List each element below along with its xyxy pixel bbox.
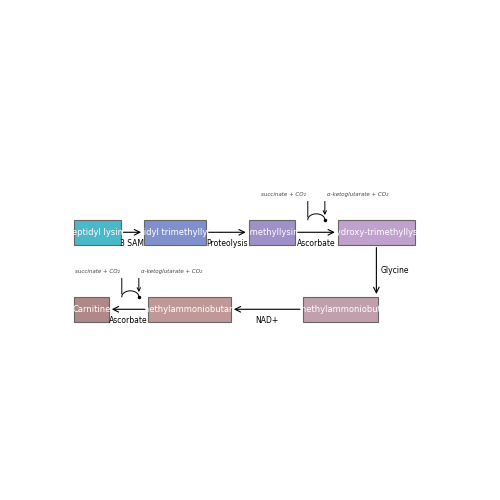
- Text: succinate + CO₂: succinate + CO₂: [75, 268, 120, 274]
- FancyBboxPatch shape: [338, 220, 415, 245]
- Text: Proteolysis: Proteolysis: [206, 239, 248, 248]
- Text: α-ketoglutarate + CO₂: α-ketoglutarate + CO₂: [141, 268, 202, 274]
- FancyBboxPatch shape: [74, 297, 109, 322]
- Text: Ascorbate: Ascorbate: [109, 316, 148, 325]
- Text: NAD+: NAD+: [256, 316, 278, 325]
- FancyBboxPatch shape: [74, 220, 120, 245]
- Text: Peptidyl lysine: Peptidyl lysine: [67, 228, 128, 237]
- Text: succinate + CO₂: succinate + CO₂: [261, 192, 306, 196]
- Text: 3-Hydroxy-trimethyllysine: 3-Hydroxy-trimethyllysine: [322, 228, 431, 237]
- FancyBboxPatch shape: [148, 297, 231, 322]
- FancyBboxPatch shape: [303, 297, 378, 322]
- Text: Peptidyl trimethyllysine: Peptidyl trimethyllysine: [125, 228, 225, 237]
- Text: Carnitine: Carnitine: [72, 305, 111, 314]
- FancyBboxPatch shape: [248, 220, 295, 245]
- FancyBboxPatch shape: [144, 220, 206, 245]
- Text: 4-Trimethylammoniobutanal: 4-Trimethylammoniobutanal: [282, 305, 400, 314]
- Text: 4-Trimethylammoniobutanoate: 4-Trimethylammoniobutanoate: [125, 305, 254, 314]
- Text: Trimethyllysine: Trimethyllysine: [240, 228, 304, 237]
- Text: 3 SAM: 3 SAM: [120, 239, 144, 248]
- Text: Glycine: Glycine: [381, 266, 410, 276]
- Text: α-ketoglutarate + CO₂: α-ketoglutarate + CO₂: [327, 192, 388, 196]
- Text: Ascorbate: Ascorbate: [297, 239, 336, 248]
